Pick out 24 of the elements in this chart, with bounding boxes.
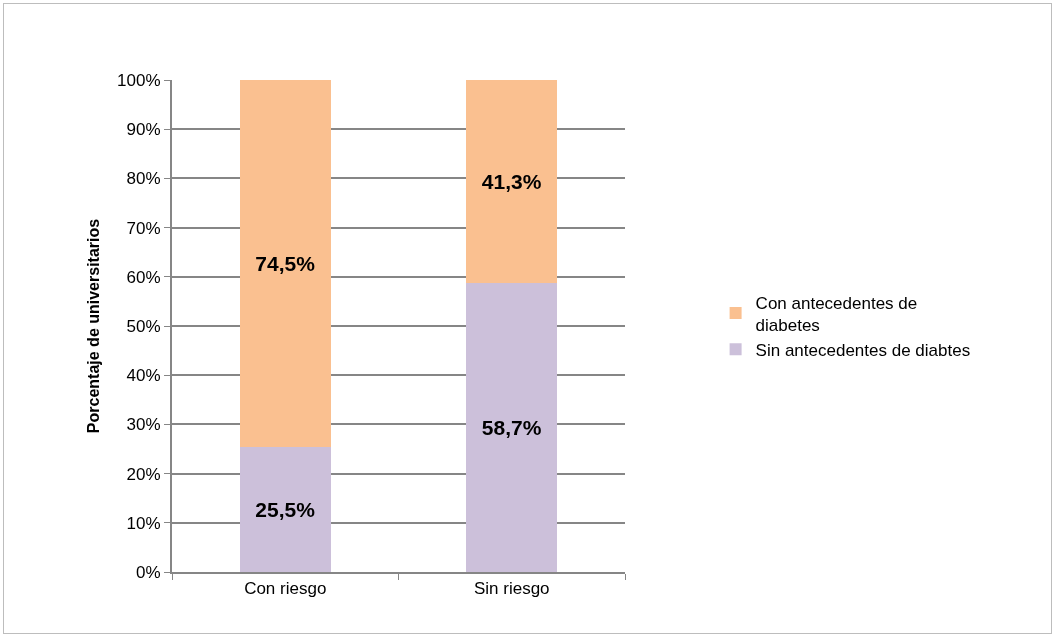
bar	[239, 446, 331, 572]
y-tick-label: 30%	[126, 415, 161, 435]
x-tick-label: Sin riesgo	[473, 579, 550, 599]
data-label: 58,7%	[481, 416, 542, 440]
y-tick-label: 80%	[126, 169, 161, 189]
data-label: 41,3%	[481, 170, 542, 194]
legend-label: Sin antecedentes de diabtes	[755, 340, 971, 360]
data-label: 74,5%	[255, 251, 316, 275]
y-tick-label: 70%	[126, 218, 161, 238]
y-tick-label: 60%	[126, 267, 161, 287]
y-tick-label: 50%	[126, 316, 161, 336]
bar	[466, 283, 558, 572]
y-tick-label: 10%	[126, 513, 161, 533]
bar	[466, 80, 558, 284]
y-tick-label: 100%	[117, 70, 161, 90]
y-tick-label: 0%	[136, 562, 161, 582]
y-tick-label: 90%	[126, 120, 161, 140]
data-label: 25,5%	[255, 497, 316, 521]
x-tick-label: Con riesgo	[244, 579, 327, 599]
legend-label: Con antecedentes de diabetes	[755, 293, 918, 335]
bar	[239, 80, 331, 447]
y-tick-label: 40%	[126, 366, 161, 386]
y-tick-label: 20%	[126, 464, 161, 484]
y-axis-title: Porcentaje de universitarios	[84, 218, 102, 434]
